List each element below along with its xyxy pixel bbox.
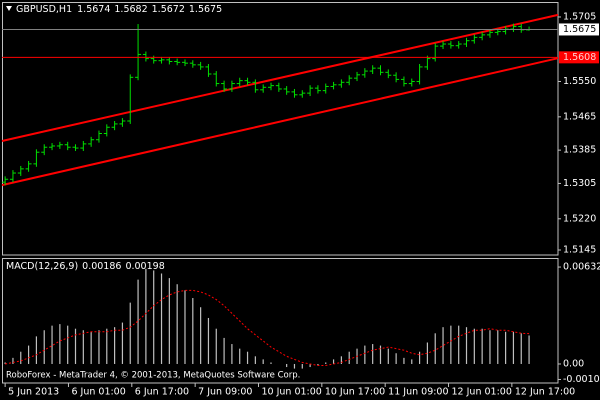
y-tick-label: 1.5465 — [563, 111, 596, 122]
x-tick-label: 12 Jun 01:00 — [452, 387, 512, 398]
hline-label-box — [559, 51, 599, 64]
x-tick-label: 7 Jun 09:00 — [198, 387, 252, 398]
macd-last: 0.00186 — [82, 261, 121, 272]
y-tick-label: -0.00101 — [563, 374, 600, 385]
main-panel-border — [2, 2, 559, 256]
y-tick-label: 1.5145 — [563, 245, 596, 256]
last-open: 1.5674 — [77, 4, 110, 15]
hline-label: 1.5608 — [563, 52, 596, 63]
last-close: 1.5675 — [189, 4, 222, 15]
macd-title: MACD(12,26,9) — [6, 261, 78, 272]
y-tick-label: 0.00 — [563, 358, 584, 369]
x-tick-label: 10 Jun 17:00 — [325, 387, 385, 398]
x-tick-label: 6 Jun 17:00 — [135, 387, 189, 398]
last-high: 1.5682 — [114, 4, 147, 15]
bid-label: 1.5675 — [563, 24, 596, 35]
y-tick-label: 1.5705 — [563, 11, 596, 22]
last-low: 1.5672 — [152, 4, 185, 15]
bid-label-box — [559, 23, 599, 36]
symbol-title: GBPUSD,H1 — [16, 4, 72, 15]
macd-header: MACD(12,26,9) 0.00186 0.00198 — [6, 261, 165, 272]
x-tick-label: 10 Jun 01:00 — [261, 387, 321, 398]
y-tick-label: 1.5305 — [563, 178, 596, 189]
watermark: RoboForex - MetaTrader 4, © 2001-2013, M… — [6, 371, 300, 381]
x-tick-label: 11 Jun 09:00 — [388, 387, 448, 398]
signal-line — [5, 289, 530, 367]
channel-line — [1, 57, 559, 187]
x-tick-label: 5 Jun 2013 — [8, 387, 59, 398]
y-tick-label: 1.5550 — [563, 76, 596, 87]
collapse-icon[interactable] — [6, 6, 12, 11]
main-header: GBPUSD,H1 1.5674 1.5682 1.5672 1.5675 — [16, 4, 222, 15]
channel-line — [1, 13, 559, 142]
y-tick-label: 1.5220 — [563, 213, 596, 224]
y-tick-label: 0.00632 — [563, 262, 600, 273]
y-tick-label: 1.5385 — [563, 145, 596, 156]
macd-panel-border — [2, 258, 559, 384]
x-tick-label: 6 Jun 01:00 — [71, 387, 125, 398]
signal-last: 0.00198 — [125, 261, 164, 272]
x-tick-label: 12 Jun 17:00 — [515, 387, 575, 398]
